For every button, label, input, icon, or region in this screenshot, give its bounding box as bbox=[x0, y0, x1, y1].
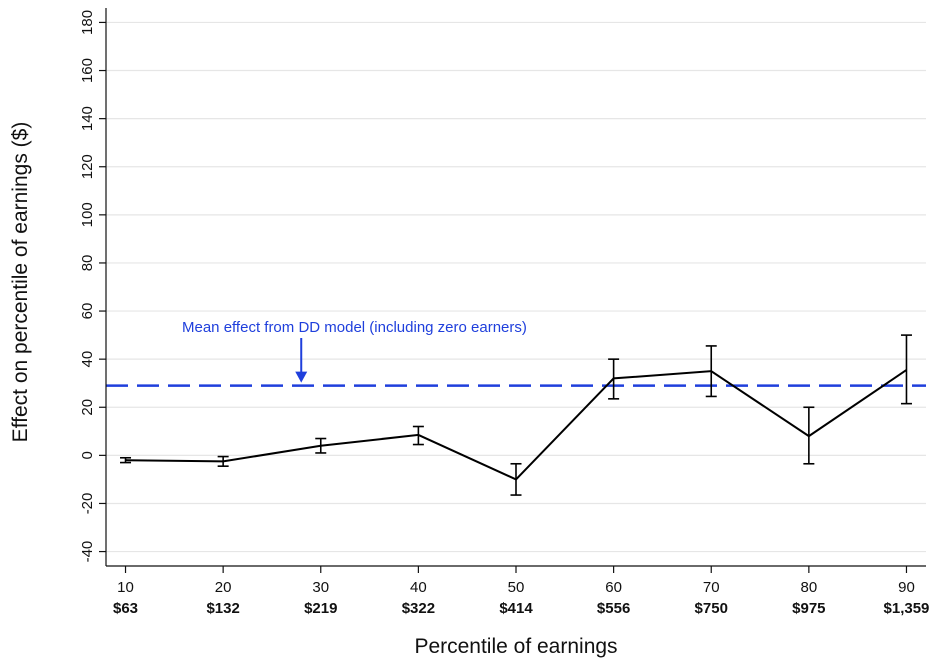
series-line bbox=[125, 369, 908, 481]
x-tick-sublabel: $556 bbox=[597, 600, 630, 617]
y-tick-label: 100 bbox=[79, 202, 96, 227]
y-tick-label: 120 bbox=[79, 154, 96, 179]
x-tick-label: 50 bbox=[508, 579, 525, 596]
y-axis-title: Effect on percentile of earnings ($) bbox=[9, 122, 32, 443]
x-tick-label: 90 bbox=[898, 579, 915, 596]
x-tick-label: 20 bbox=[215, 579, 232, 596]
x-tick-label: 80 bbox=[801, 579, 818, 596]
x-tick-label: 10 bbox=[117, 579, 134, 596]
x-tick-label: 60 bbox=[605, 579, 622, 596]
x-tick-sublabel: $750 bbox=[695, 600, 728, 617]
gridlines bbox=[106, 21, 926, 553]
x-tick-sublabel: $132 bbox=[206, 600, 239, 617]
x-tick-sublabel: $219 bbox=[304, 600, 337, 617]
y-tick-label: 160 bbox=[79, 58, 96, 83]
x-tick-label: 30 bbox=[312, 579, 329, 596]
annotation: Mean effect from DD model (including zer… bbox=[182, 319, 527, 383]
x-tick-sublabel: $1,359 bbox=[884, 600, 930, 617]
y-tick-label: 20 bbox=[79, 399, 96, 416]
y-tick-label: -40 bbox=[79, 541, 96, 563]
x-axis-title: Percentile of earnings bbox=[414, 635, 617, 658]
axes: -40 -20 0 20 40 60 80 100 120 140 160 180 10 $63 20 $13… bbox=[79, 8, 929, 617]
x-tick-sublabel: $975 bbox=[792, 600, 825, 617]
y-tick-label: 180 bbox=[79, 10, 96, 35]
y-tick-label: 140 bbox=[79, 106, 96, 131]
x-tick-label: 70 bbox=[703, 579, 720, 596]
y-tick-label: 0 bbox=[79, 451, 96, 459]
x-tick-sublabel: $414 bbox=[499, 600, 533, 617]
y-tick-label: -20 bbox=[79, 493, 96, 515]
y-tick-label: 60 bbox=[79, 303, 96, 320]
annotation-text: Mean effect from DD model (including zer… bbox=[182, 319, 527, 336]
annotation-arrow-head bbox=[295, 371, 308, 383]
y-tick-label: 80 bbox=[79, 255, 96, 272]
x-tick-label: 40 bbox=[410, 579, 427, 596]
x-tick-sublabel: $63 bbox=[113, 600, 138, 617]
x-tick-sublabel: $322 bbox=[402, 600, 435, 617]
series bbox=[120, 334, 912, 496]
y-tick-label: 40 bbox=[79, 351, 96, 368]
